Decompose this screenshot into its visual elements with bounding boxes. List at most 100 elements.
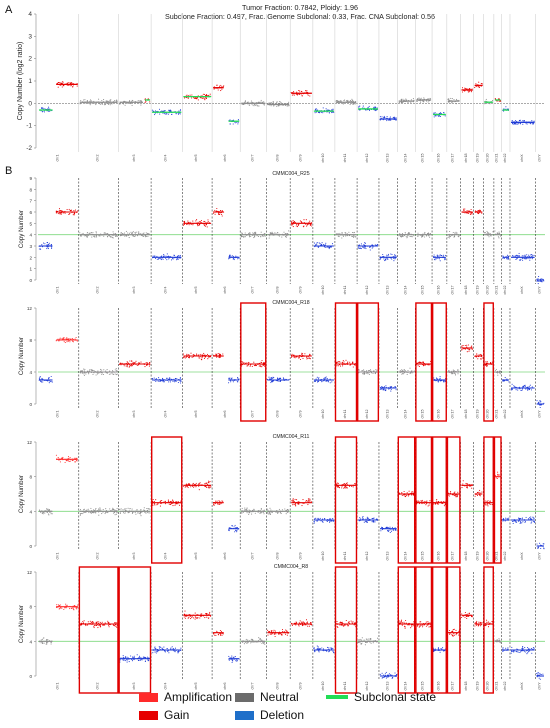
data-point	[41, 638, 44, 640]
data-point	[353, 232, 355, 234]
data-point	[195, 482, 197, 484]
data-point	[403, 369, 405, 371]
data-point	[65, 338, 67, 340]
x-tick-label: chr18	[464, 682, 468, 691]
data-point	[125, 235, 127, 237]
y-tick-label: 4	[29, 233, 32, 238]
data-point	[127, 232, 129, 234]
data-point	[61, 338, 63, 340]
data-point	[337, 361, 339, 364]
data-point	[527, 389, 529, 391]
data-point	[368, 105, 370, 107]
data-point	[95, 232, 97, 234]
data-point	[74, 209, 77, 211]
data-point	[439, 254, 441, 256]
data-point	[260, 99, 262, 101]
data-point	[237, 381, 239, 383]
data-point	[371, 518, 373, 520]
data-point	[437, 380, 439, 382]
data-point	[119, 508, 121, 510]
data-point	[132, 231, 134, 233]
data-point	[138, 655, 141, 657]
data-point	[272, 377, 274, 379]
data-point	[99, 235, 101, 237]
data-point	[314, 380, 317, 382]
x-tick-label: chr15	[421, 410, 425, 419]
data-point	[92, 509, 95, 511]
data-point	[497, 471, 499, 473]
data-point	[115, 509, 117, 511]
data-point	[475, 83, 477, 85]
data-point	[263, 101, 265, 103]
data-point	[232, 123, 234, 125]
data-point	[525, 123, 527, 125]
data-point	[298, 356, 300, 358]
data-point	[236, 121, 238, 123]
data-point	[123, 659, 125, 661]
data-point	[174, 504, 176, 506]
data-point	[99, 507, 101, 509]
data-point	[151, 109, 153, 111]
data-point	[242, 511, 244, 513]
highlight-box-chr17	[446, 436, 461, 564]
data-point	[229, 123, 231, 125]
data-point	[140, 100, 142, 102]
x-tick-label: chr3	[132, 553, 136, 560]
data-point	[538, 276, 540, 278]
data-point	[467, 212, 469, 214]
data-point	[286, 630, 288, 632]
data-point	[362, 246, 364, 248]
data-point	[315, 109, 317, 111]
data-point	[272, 101, 274, 103]
data-point	[241, 232, 243, 234]
data-point	[407, 236, 409, 238]
data-point	[373, 517, 375, 519]
data-point	[302, 499, 304, 501]
data-point	[443, 254, 445, 256]
data-point	[314, 244, 317, 246]
data-point	[43, 637, 45, 639]
x-tick-label: chr14	[403, 552, 407, 561]
data-point	[260, 366, 262, 368]
data-point	[192, 224, 194, 226]
data-point	[269, 513, 272, 515]
x-tick-label: chr5	[194, 155, 198, 162]
data-point	[278, 380, 280, 383]
data-point	[297, 503, 299, 505]
data-point	[293, 503, 295, 505]
data-point	[344, 483, 346, 486]
data-point	[106, 235, 109, 237]
data-point	[403, 369, 405, 371]
data-point	[154, 255, 156, 257]
data-point	[69, 212, 71, 215]
highlight-box-chr20	[483, 302, 494, 422]
data-point	[512, 255, 514, 257]
data-point	[157, 380, 159, 382]
data-point	[180, 380, 182, 383]
data-point	[383, 117, 385, 119]
data-point	[399, 370, 401, 372]
data-point	[223, 85, 225, 87]
data-point	[477, 358, 479, 360]
data-point	[421, 361, 424, 363]
data-point	[215, 500, 217, 502]
data-point	[498, 231, 500, 233]
data-point	[145, 364, 148, 366]
data-point	[313, 521, 316, 523]
data-point	[372, 372, 374, 375]
x-tick-label: chr15	[421, 552, 425, 561]
data-point	[58, 208, 61, 210]
point-cloud-chr16	[433, 376, 447, 383]
data-point	[364, 242, 366, 244]
data-point	[164, 109, 166, 112]
data-point	[146, 362, 148, 364]
data-point	[387, 527, 389, 529]
data-point	[346, 482, 348, 484]
data-point	[38, 248, 40, 250]
data-point	[61, 210, 63, 212]
data-point	[220, 634, 222, 636]
data-point	[533, 120, 535, 122]
data-point	[125, 230, 127, 232]
data-point	[79, 232, 81, 234]
data-point	[465, 482, 467, 484]
